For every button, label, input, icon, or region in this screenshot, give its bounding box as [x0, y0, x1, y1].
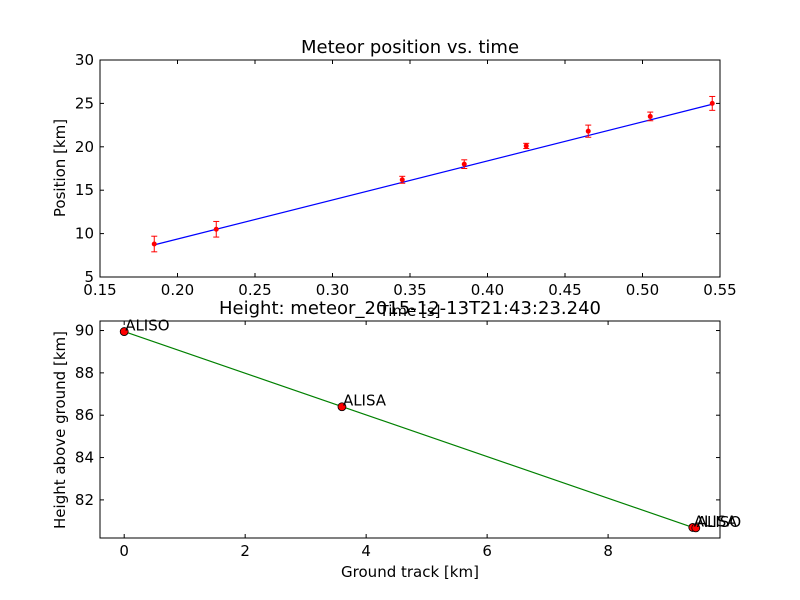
position-chart: Meteor position vs. time 0.15 0.20 0.25 0.3… — [51, 37, 737, 320]
height-y-axis-label: Height above ground [km] — [51, 331, 69, 529]
x-tick-label: 0.25 — [238, 281, 271, 299]
data-point — [213, 226, 219, 232]
position-y-ticks: 5 10 15 20 25 30 — [75, 51, 720, 286]
x-tick-label: 0 — [119, 542, 129, 560]
x-tick-label: 0.45 — [548, 281, 581, 299]
height-plot-frame — [99, 320, 721, 539]
station-label: ALISA — [343, 392, 387, 410]
data-point — [151, 241, 157, 247]
data-point — [709, 100, 715, 106]
y-tick-label: 5 — [84, 268, 94, 286]
x-tick-label: 0.55 — [703, 281, 736, 299]
x-tick-label: 4 — [361, 542, 371, 560]
x-tick-label: 0.50 — [626, 281, 659, 299]
x-tick-label: 0.15 — [83, 281, 116, 299]
x-tick-label: 0.20 — [161, 281, 194, 299]
data-point — [399, 177, 405, 183]
data-point — [461, 161, 467, 167]
y-tick-label: 82 — [75, 491, 94, 509]
x-tick-label: 8 — [603, 542, 613, 560]
position-y-axis-label: Position [km] — [51, 119, 69, 217]
position-plot-frame — [99, 59, 721, 278]
height-chart: Height: meteor_2015-12-13T21:43:23.240 A… — [51, 298, 741, 581]
y-tick-label: 15 — [75, 181, 94, 199]
station-point — [337, 402, 347, 412]
data-point — [585, 128, 591, 134]
station-point — [691, 523, 701, 533]
y-tick-label: 30 — [75, 51, 94, 69]
position-plot-area — [151, 95, 716, 253]
x-tick-label: 0.40 — [471, 281, 504, 299]
y-tick-label: 86 — [75, 406, 94, 424]
station-label: ALISO — [697, 513, 741, 531]
x-tick-label: 2 — [240, 542, 250, 560]
data-point — [647, 113, 653, 119]
y-tick-label: 20 — [75, 138, 94, 156]
y-tick-label: 84 — [75, 449, 94, 467]
station-point — [119, 327, 129, 336]
y-tick-label: 88 — [75, 364, 94, 382]
data-point — [523, 143, 529, 149]
y-tick-label: 10 — [75, 225, 94, 243]
y-tick-label: 90 — [75, 322, 94, 340]
x-tick-label: 6 — [482, 542, 492, 560]
x-tick-label: 0.30 — [316, 281, 349, 299]
station-label: ALISA — [694, 512, 738, 530]
height-y-ticks: 82 84 86 88 90 — [75, 322, 720, 509]
position-x-ticks: 0.15 0.20 0.25 0.30 0.35 0.40 0.45 0.50 0.55 — [83, 60, 737, 299]
height-x-ticks: 0 2 4 6 8 — [119, 321, 613, 560]
y-tick-label: 25 — [75, 94, 94, 112]
height-chart-title: Height: meteor_2015-12-13T21:43:23.240 — [219, 298, 601, 319]
station-label: ALISO — [125, 317, 169, 335]
position-x-axis-label: Time [s] — [379, 302, 441, 320]
fit-line — [154, 103, 713, 246]
x-tick-label: 0.35 — [393, 281, 426, 299]
position-chart-title: Meteor position vs. time — [301, 37, 519, 58]
fit-line — [123, 331, 693, 528]
height-x-axis-label: Ground track [km] — [341, 563, 479, 581]
